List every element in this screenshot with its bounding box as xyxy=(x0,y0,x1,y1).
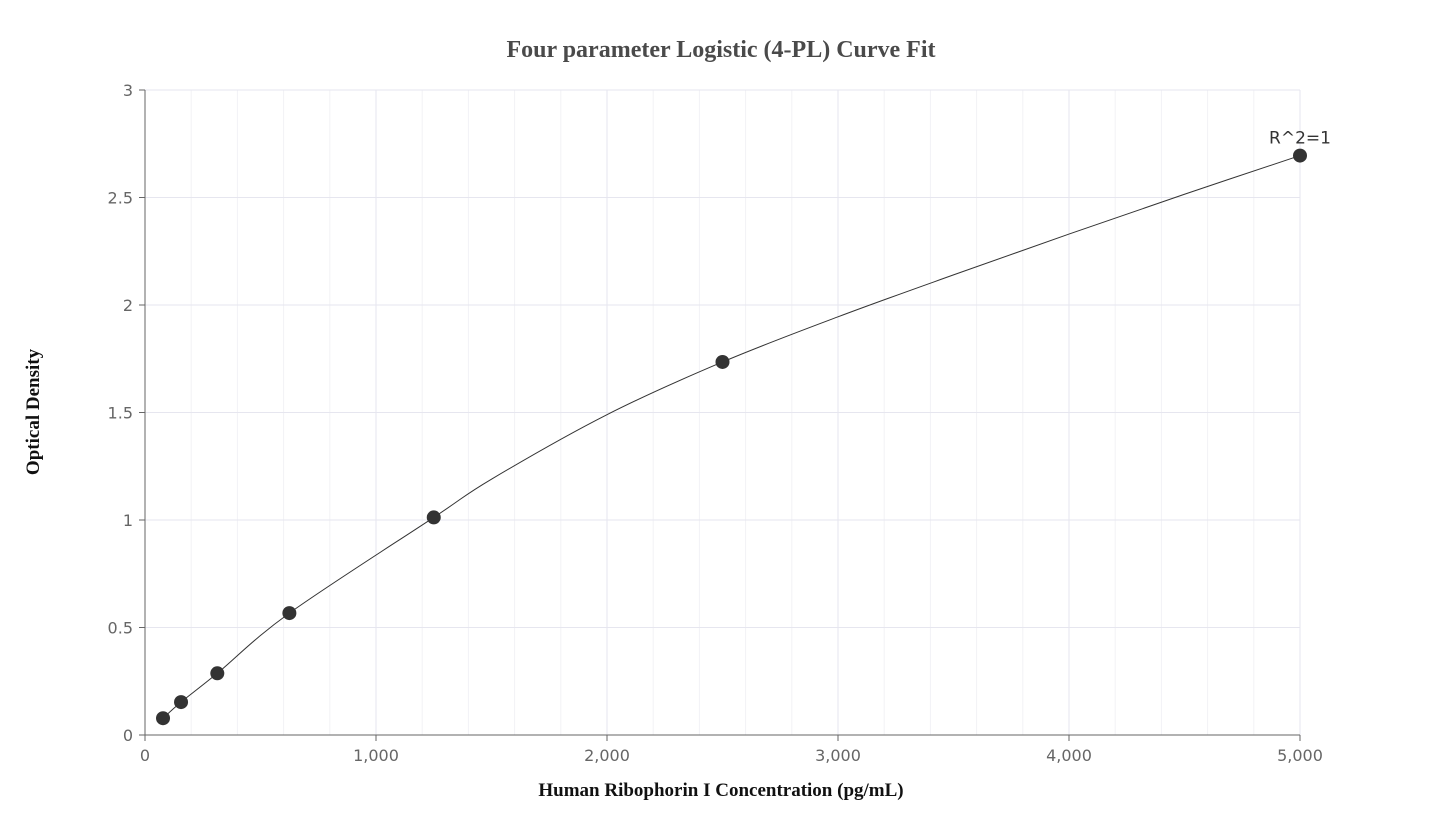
data-points xyxy=(156,148,1307,726)
data-point xyxy=(210,666,225,681)
y-tick-label: 3 xyxy=(123,81,133,100)
r-squared-annotation: R^2=1 xyxy=(1269,129,1331,149)
x-tick-label: 5,000 xyxy=(1277,746,1323,765)
data-point xyxy=(426,510,441,525)
x-axis-ticks: 0 1,000 2,000 3,000 4,000 5,000 xyxy=(140,735,1323,765)
fit-curve-layer xyxy=(162,155,1301,719)
y-tick-label: 1.5 xyxy=(108,404,133,423)
y-tick-label: 2 xyxy=(123,296,133,315)
data-point xyxy=(1293,148,1307,163)
y-tick-label: 0 xyxy=(123,726,133,745)
x-tick-label: 0 xyxy=(140,746,150,765)
data-point xyxy=(174,695,189,710)
fit-curve xyxy=(162,155,1301,719)
x-tick-label: 2,000 xyxy=(584,746,630,765)
y-axis-title: Optical Density xyxy=(23,348,44,475)
y-tick-label: 0.5 xyxy=(108,619,133,638)
data-point xyxy=(715,354,730,369)
data-point xyxy=(156,711,171,726)
chart-title: Four parameter Logistic (4-PL) Curve Fit xyxy=(506,37,935,63)
x-tick-label: 1,000 xyxy=(353,746,399,765)
major-grid xyxy=(145,89,1301,735)
y-axis-ticks: 0 0.5 1 1.5 2 2.5 3 xyxy=(108,81,145,745)
x-tick-label: 3,000 xyxy=(815,746,861,765)
x-tick-label: 4,000 xyxy=(1046,746,1092,765)
y-tick-label: 2.5 xyxy=(108,189,133,208)
y-tick-label: 1 xyxy=(123,511,133,530)
x-axis-title: Human Ribophorin I Concentration (pg/mL) xyxy=(538,780,903,801)
data-point xyxy=(282,606,297,621)
